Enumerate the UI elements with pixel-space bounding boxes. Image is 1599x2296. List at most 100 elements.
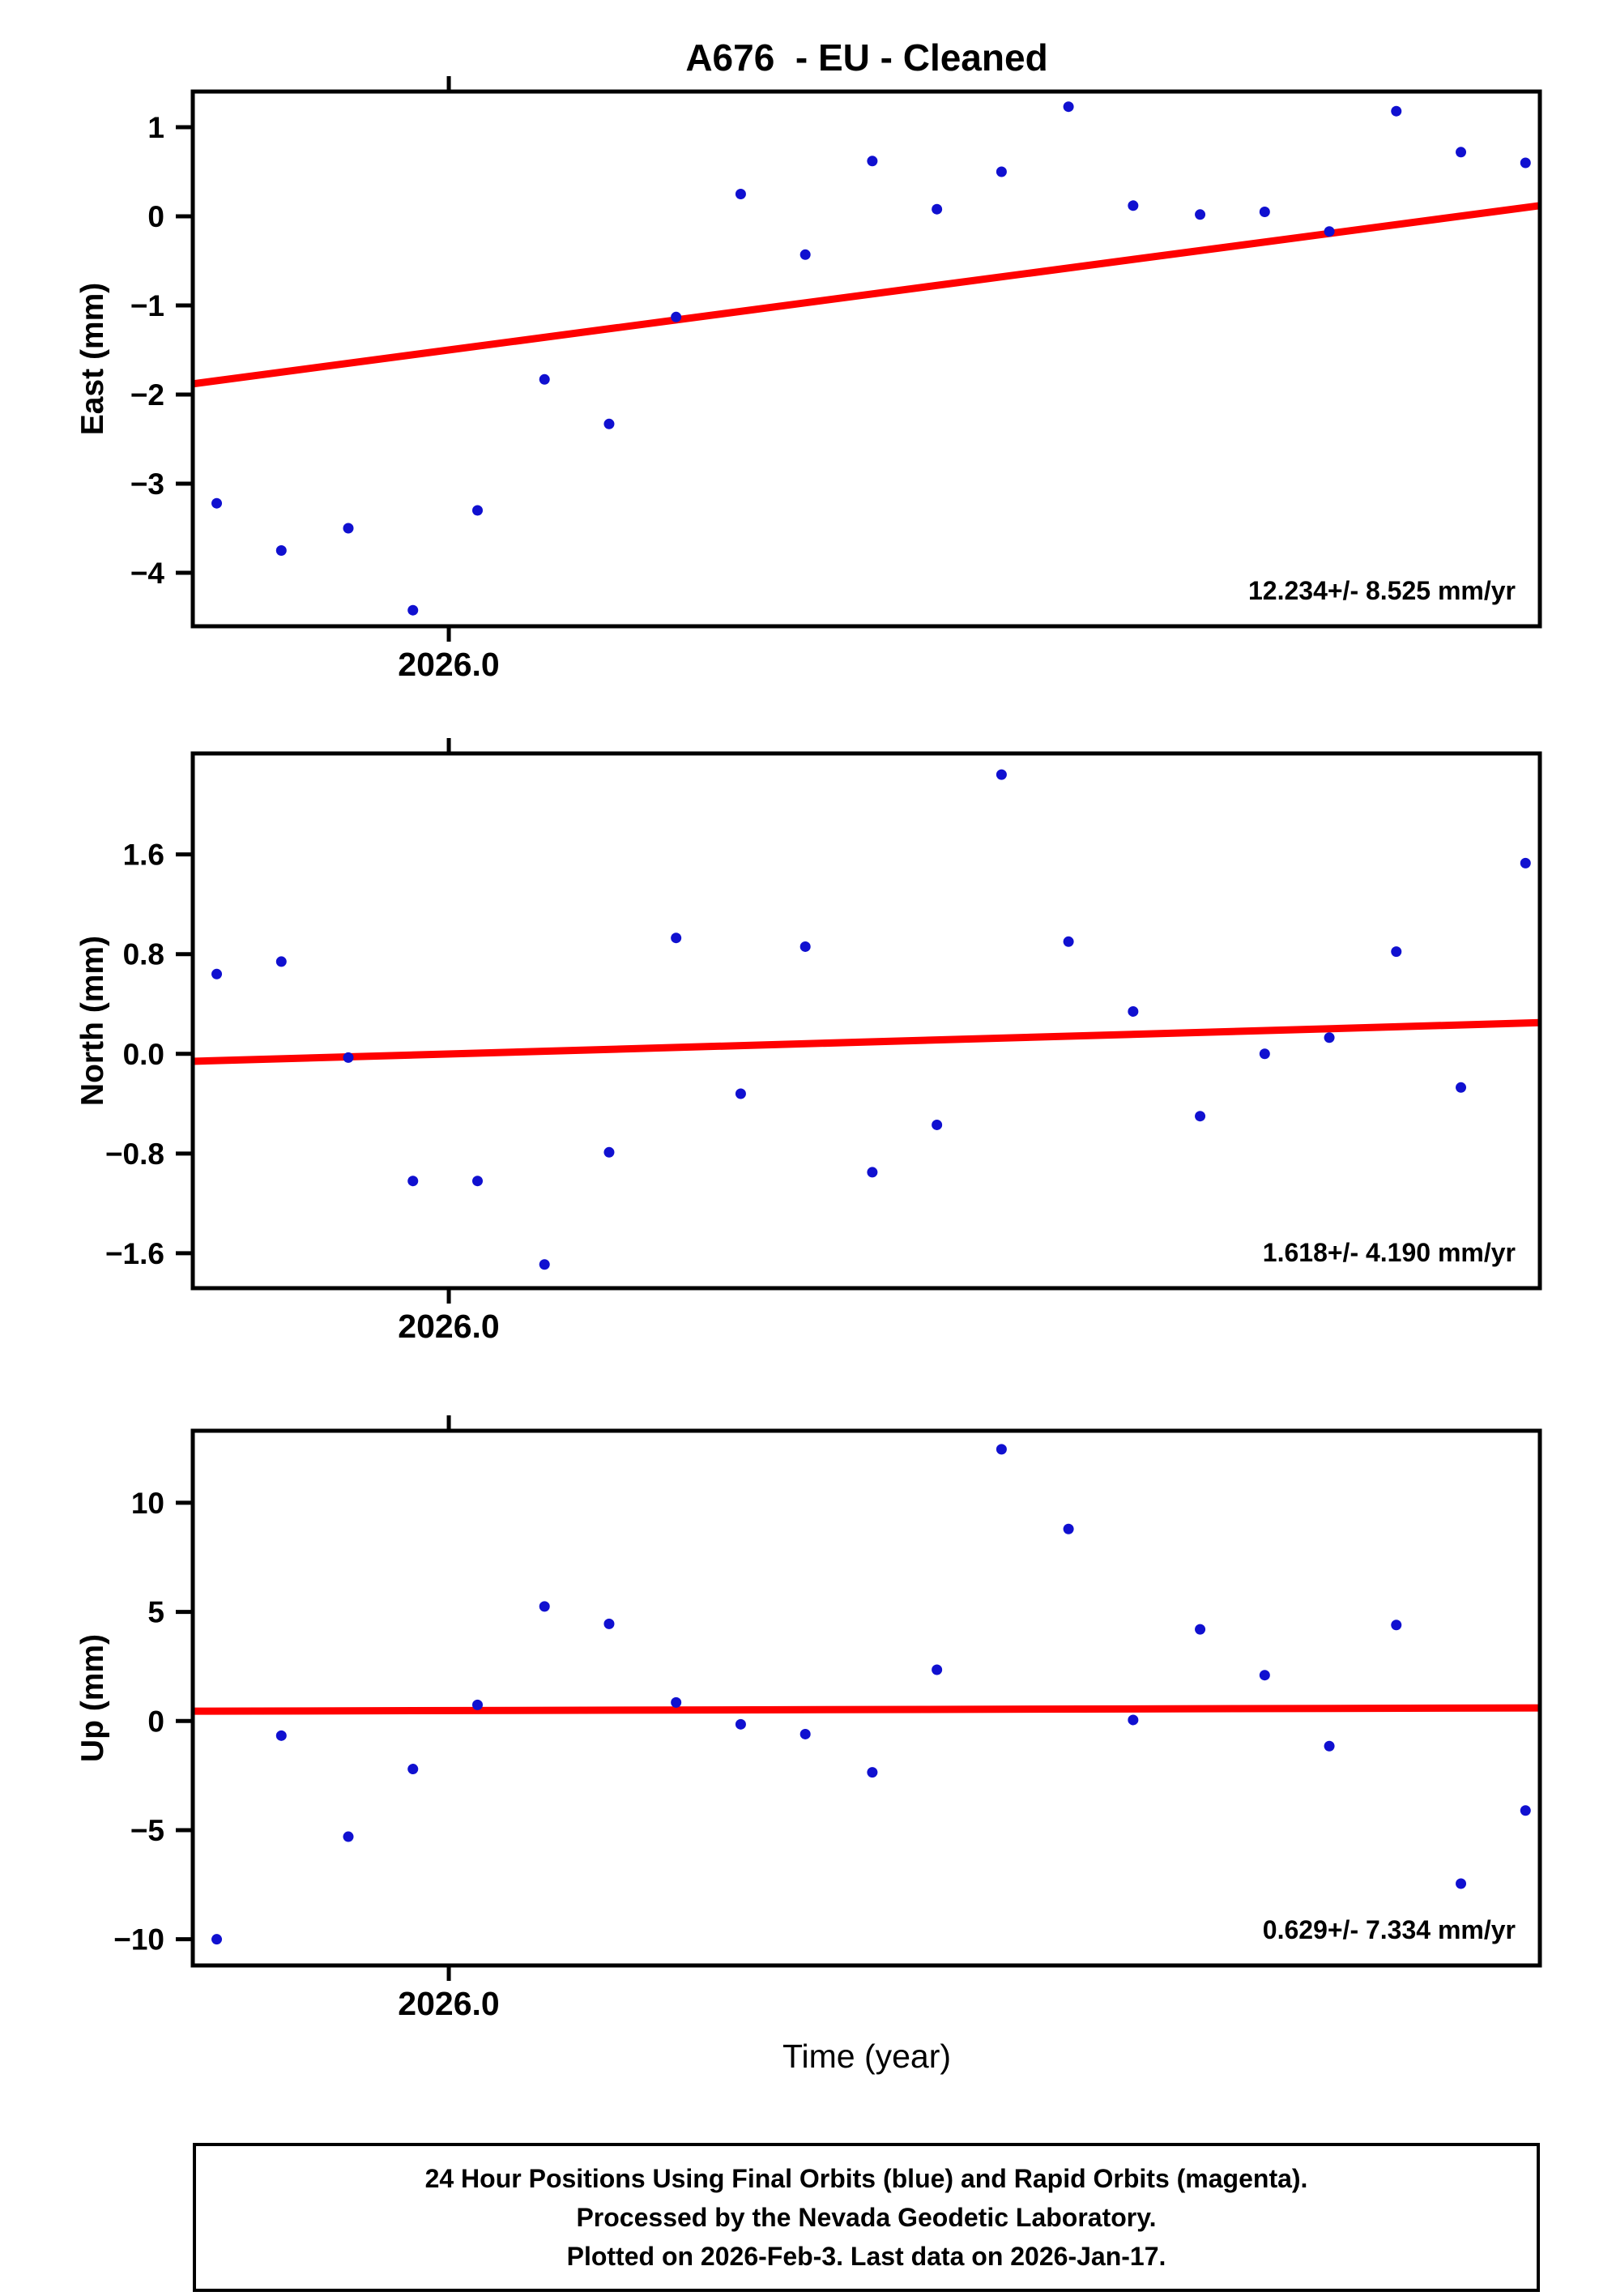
data-point [472,505,484,516]
data-point [343,523,354,534]
y-tick-label: −5 [130,1814,164,1847]
data-point [671,1696,682,1708]
data-point [800,249,811,260]
data-point [1324,226,1335,237]
y-tick-label: 5 [147,1596,164,1629]
y-tick-label: −1 [130,289,164,322]
panel-border [190,89,1542,629]
data-point [867,156,878,167]
y-tick-label: 1.6 [123,839,164,872]
data-point [867,1767,878,1778]
data-point [1128,200,1139,211]
data-point [800,1728,811,1739]
y-tick-label: −3 [130,467,164,501]
data-point [1520,857,1531,868]
data-point [1324,1740,1335,1752]
data-point [1259,207,1270,217]
data-point [735,1718,746,1730]
data-point [1391,946,1402,958]
data-point [407,1176,419,1187]
trend-rate-annotation-north: 1.618+/- 4.190 mm/yr [1262,1238,1516,1267]
y-tick-label: −1.6 [105,1237,164,1270]
footer-line-processed-by: Processed by the Nevada Geodetic Laborat… [576,2203,1157,2232]
data-point [211,497,223,509]
data-point [1259,1670,1270,1681]
data-point [275,545,287,556]
data-point [800,941,811,952]
data-point [1520,157,1531,169]
data-point [1063,1523,1074,1534]
data-point [1063,101,1074,113]
data-point [343,1052,354,1063]
data-point [275,956,287,967]
y-tick-label: 0.8 [123,938,164,971]
footer-box: 24 Hour Positions Using Final Orbits (bl… [193,2143,1540,2292]
data-point [1520,1805,1531,1816]
data-point [1128,1005,1139,1017]
x-axis-title: Time (year) [782,2038,952,2075]
data-point [603,1618,615,1629]
y-tick-label: −10 [113,1923,164,1957]
data-point [671,311,682,322]
data-point [211,1934,223,1945]
data-point [671,932,682,944]
y-tick-label: −4 [130,557,165,590]
data-point [735,1088,746,1099]
y-tick-label: 0 [147,1705,164,1738]
data-point [275,1730,287,1741]
data-point [1391,105,1402,117]
y-tick-label: 0 [147,200,164,233]
data-point [211,968,223,979]
data-point [1195,1111,1206,1122]
data-point [407,1764,419,1775]
data-point [539,373,550,385]
data-point [539,1601,550,1612]
data-point [472,1699,484,1710]
data-point [1195,209,1206,220]
data-point [1456,147,1467,158]
footer-line-orbits: 24 Hour Positions Using Final Orbits (bl… [424,2164,1308,2193]
data-point [1063,936,1074,947]
data-point [932,203,943,215]
data-point [472,1176,484,1187]
y-axis-label-north: North (mm) [75,935,110,1107]
data-point [932,1119,943,1130]
page-title: A676 - EU - Cleaned [685,36,1048,79]
data-point [1456,1082,1467,1093]
x-tick-label-north: 2026.0 [398,1308,500,1345]
trend-line [192,1704,1541,1715]
trend-rate-annotation-east: 12.234+/- 8.525 mm/yr [1247,576,1516,605]
data-point [996,166,1007,177]
data-point [1195,1624,1206,1635]
y-axis-label-up: Up (mm) [75,1633,110,1763]
data-point [996,1444,1007,1455]
data-point [407,604,419,616]
x-tick-label-east: 2026.0 [398,646,500,683]
y-tick-label: −2 [130,378,164,412]
y-axis-label-east: East (mm) [75,282,110,436]
data-point [603,1146,615,1158]
y-tick-label: 1 [147,111,164,144]
data-point [735,189,746,199]
data-point [1391,1620,1402,1631]
trend-rate-annotation-up: 0.629+/- 7.334 mm/yr [1262,1915,1516,1944]
data-point [1324,1032,1335,1043]
panel-border [190,751,1542,1291]
footer-line-dates: Plotted on 2026-Feb-3. Last data on 2026… [566,2242,1166,2271]
data-point [539,1259,550,1270]
y-tick-label: 0.0 [123,1038,164,1071]
trend-line [192,1018,1541,1065]
x-tick-label-up: 2026.0 [398,1985,500,2022]
panel-border [190,1428,1542,1968]
data-point [1259,1048,1270,1060]
data-point [1456,1878,1467,1889]
trend-line [192,202,1541,388]
data-point [996,769,1007,780]
data-point [343,1831,354,1842]
data-point [603,418,615,429]
data-point [867,1167,878,1178]
y-tick-label: 10 [131,1487,164,1520]
y-tick-label: −0.8 [105,1137,164,1171]
